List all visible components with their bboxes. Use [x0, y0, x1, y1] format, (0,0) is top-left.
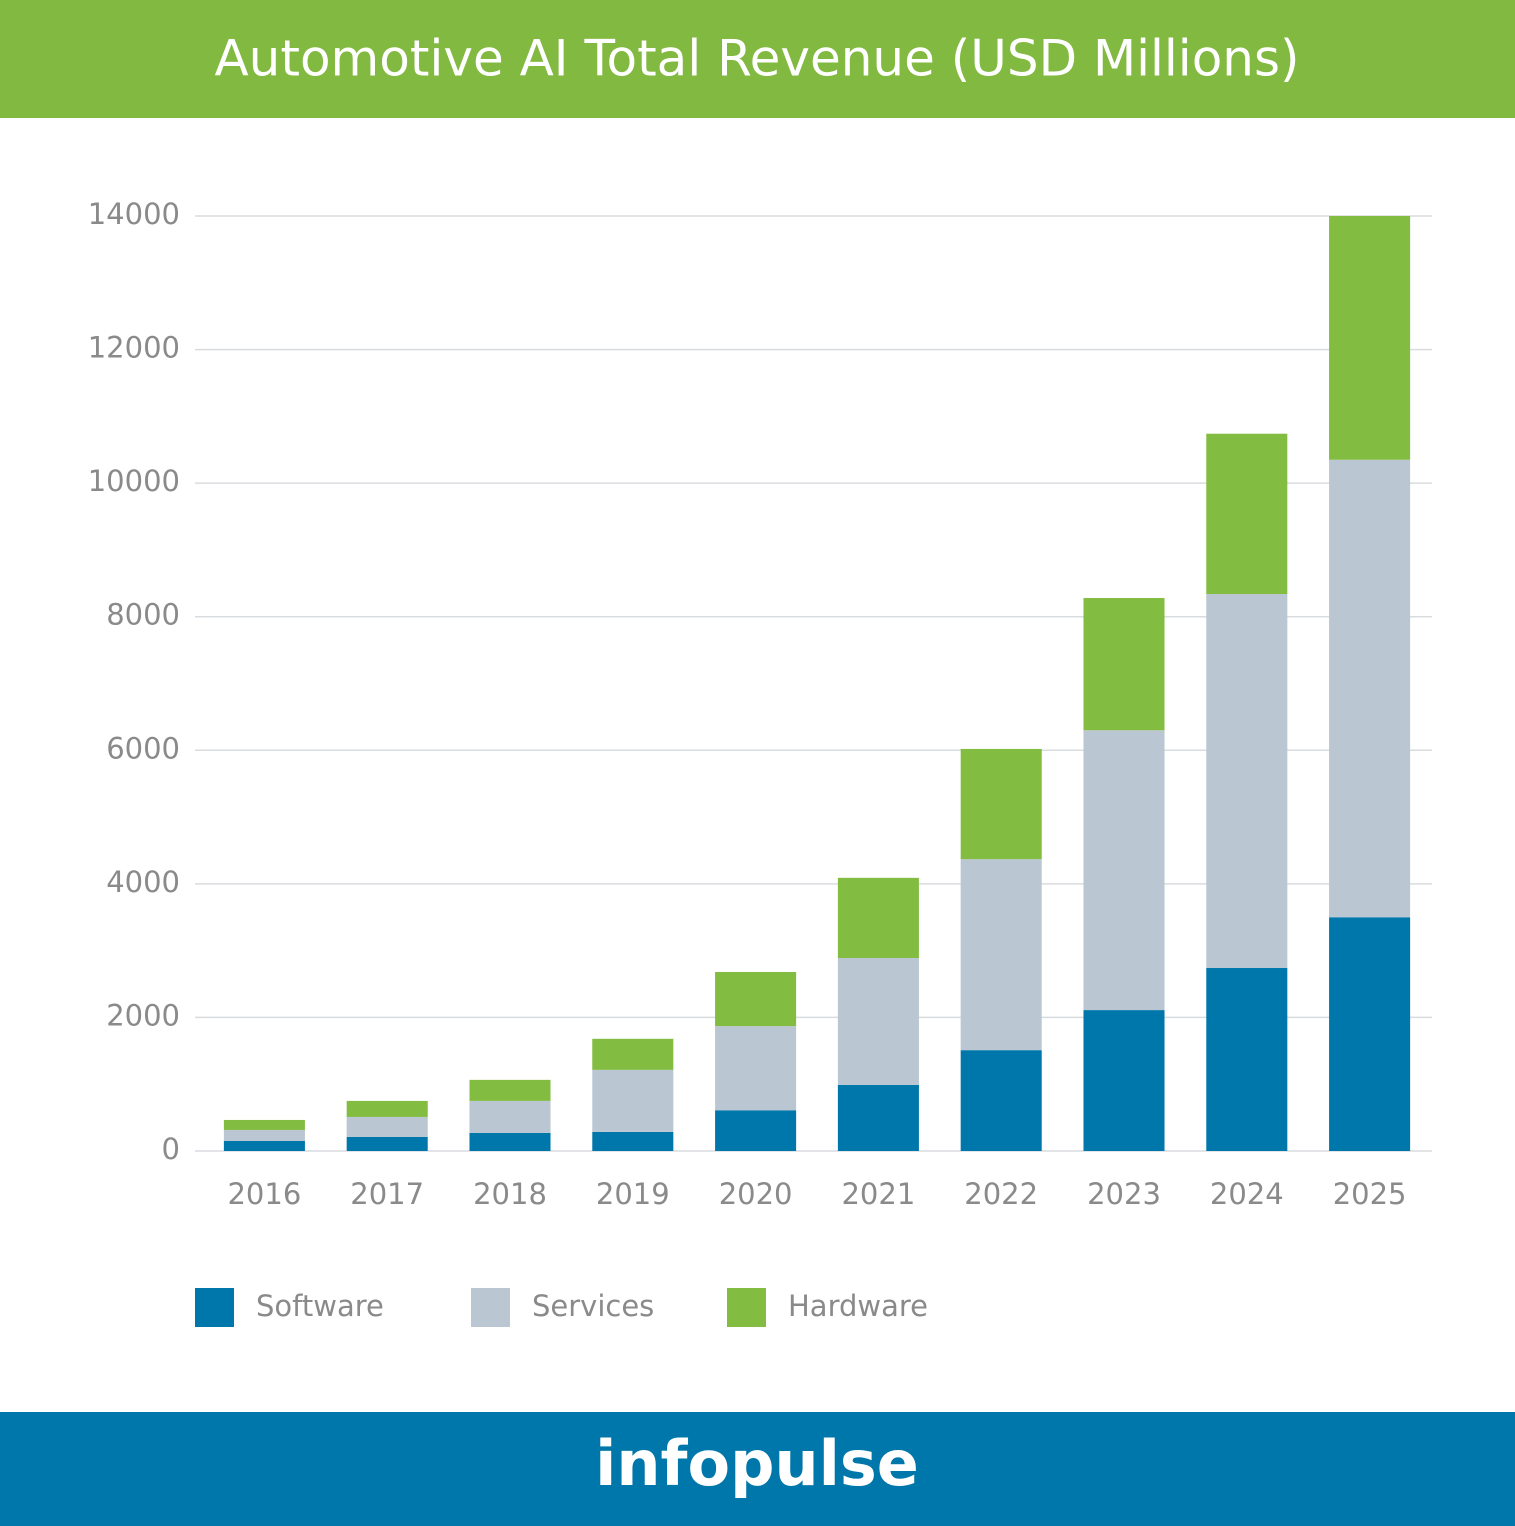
y-tick-label: 10000: [88, 464, 180, 498]
bar-segment: [1083, 598, 1165, 731]
x-tick-label: 2018: [473, 1177, 547, 1211]
y-tick-label: 0: [162, 1132, 180, 1166]
bar-segment: [592, 1069, 674, 1132]
bar-segment: [960, 748, 1042, 860]
bar-segment: [837, 957, 919, 1085]
bar-segment: [346, 1116, 428, 1137]
bar-segment: [837, 1084, 919, 1151]
y-tick-label: 6000: [106, 731, 180, 765]
bar-segment: [715, 1026, 797, 1111]
legend-label: Services: [532, 1289, 654, 1323]
x-tick-label: 2023: [1087, 1177, 1161, 1211]
bar-segment: [346, 1136, 428, 1151]
bar-segment: [1083, 730, 1165, 1011]
bar-segment: [715, 972, 797, 1027]
bar-segment: [469, 1100, 551, 1133]
bar-segment: [715, 1110, 797, 1151]
x-tick-label: 2025: [1333, 1177, 1407, 1211]
bar-segment: [223, 1129, 305, 1141]
bar-segment: [346, 1100, 428, 1117]
x-tick-label: 2022: [964, 1177, 1038, 1211]
legend-swatch: [471, 1288, 510, 1327]
bar-segment: [223, 1119, 305, 1130]
bar-segment: [469, 1079, 551, 1101]
x-tick-label: 2017: [350, 1177, 424, 1211]
x-tick-label: 2024: [1210, 1177, 1284, 1211]
x-tick-label: 2019: [596, 1177, 670, 1211]
bar-segment: [1329, 459, 1411, 918]
bar-segment: [1206, 968, 1288, 1151]
y-tick-label: 8000: [106, 598, 180, 632]
bar-segment: [1206, 433, 1288, 595]
bar-segment: [1206, 594, 1288, 969]
bar-segment: [1329, 917, 1411, 1151]
legend-label: Software: [256, 1289, 384, 1323]
chart-title: Automotive AI Total Revenue (USD Million…: [214, 30, 1299, 88]
footer-band: [0, 1412, 1515, 1526]
legend-swatch: [727, 1288, 766, 1327]
bar-segment: [1329, 216, 1411, 460]
legend-label: Hardware: [788, 1289, 928, 1323]
x-tick-label: 2021: [841, 1177, 915, 1211]
bar-segment: [223, 1140, 305, 1151]
bar-segment: [469, 1132, 551, 1151]
x-tick-label: 2016: [227, 1177, 301, 1211]
footer-logo: infopulse: [595, 1427, 919, 1500]
x-tick-label: 2020: [719, 1177, 793, 1211]
legend-swatch: [195, 1288, 234, 1327]
bar-segment: [960, 859, 1042, 1051]
header-band: [0, 0, 1515, 118]
y-tick-label: 12000: [88, 331, 180, 365]
bar-segment: [1083, 1010, 1165, 1151]
y-tick-label: 2000: [106, 998, 180, 1032]
bar-segment: [837, 877, 919, 958]
bar-segment: [592, 1131, 674, 1151]
y-tick-label: 14000: [88, 197, 180, 231]
bar-segment: [960, 1050, 1042, 1151]
bar-segment: [592, 1038, 674, 1070]
y-tick-label: 4000: [106, 865, 180, 899]
